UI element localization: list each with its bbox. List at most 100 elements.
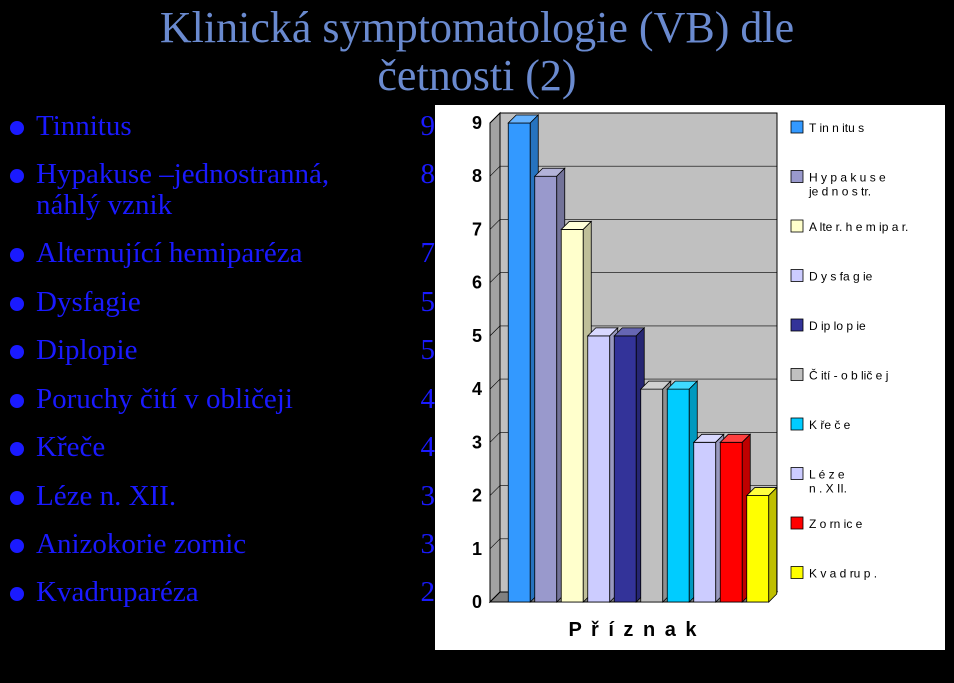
list-item: Diplopie5	[10, 335, 435, 365]
list-item-text: Anizokorie zornic3	[36, 529, 435, 559]
legend-swatch	[791, 369, 803, 381]
legend-label: K ře č e	[809, 418, 851, 432]
list-item-label: Kvadruparéza	[36, 577, 405, 607]
bar-front	[667, 389, 689, 602]
y-tick-label: 9	[472, 113, 482, 133]
list-item: Poruchy čití v obličeji4	[10, 384, 435, 414]
legend-swatch	[791, 517, 803, 529]
bar-front	[694, 442, 716, 602]
content-row: Tinnitus9Hypakuse –jednostranná, náhlý v…	[0, 105, 954, 626]
list-item-value: 3	[405, 481, 435, 511]
title-line-1: Klinická symptomatologie (VB) dle	[160, 3, 794, 52]
list-item-label: Tinnitus	[36, 111, 405, 141]
title-line-2: četnosti (2)	[377, 51, 576, 100]
y-tick-label: 8	[472, 166, 482, 186]
list-item: Křeče4	[10, 432, 435, 462]
legend-label: H y p a k u s eje d n o s tr.	[808, 171, 886, 199]
list-item-label: Hypakuse –jednostranná, náhlý vznik	[36, 159, 405, 220]
legend-label: T in n itu s	[809, 121, 864, 135]
list-item-label: Dysfagie	[36, 287, 405, 317]
list-item-label: Anizokorie zornic	[36, 529, 405, 559]
list-item-value: 8	[405, 159, 435, 220]
chart-column: 0123456789P ř í z n a kT in n itu sH y p…	[435, 105, 954, 626]
list-item-value: 4	[405, 432, 435, 462]
bullet-icon	[10, 121, 24, 135]
legend-swatch	[791, 220, 803, 232]
list-item-label: Diplopie	[36, 335, 405, 365]
y-tick-label: 1	[472, 539, 482, 559]
bar-front	[588, 336, 610, 602]
list-item-text: Diplopie5	[36, 335, 435, 365]
bar-front	[747, 496, 769, 602]
list-item-label: Léze n. XII.	[36, 481, 405, 511]
list-item-value: 7	[405, 238, 435, 268]
y-tick-label: 0	[472, 592, 482, 612]
y-tick-label: 3	[472, 432, 482, 452]
legend-swatch	[791, 468, 803, 480]
legend-label: Č ití - o b lič e j	[809, 368, 888, 383]
list-item-value: 5	[405, 335, 435, 365]
legend-swatch	[791, 270, 803, 282]
y-tick-label: 4	[472, 379, 482, 399]
legend-swatch	[791, 567, 803, 579]
list-item: Hypakuse –jednostranná, náhlý vznik8	[10, 159, 435, 220]
list-item: Tinnitus9	[10, 111, 435, 141]
bar-front	[561, 229, 583, 602]
x-axis-label: P ř í z n a k	[568, 619, 698, 641]
legend-swatch	[791, 418, 803, 430]
bullet-icon	[10, 248, 24, 262]
list-item-value: 3	[405, 529, 435, 559]
list-item-label: Poruchy čití v obličeji	[36, 384, 405, 414]
bullet-icon	[10, 587, 24, 601]
bar-chart: 0 1 2 3 4 5 6 7 8 9 P ř í z n a k T in n itu s H y p…	[435, 105, 945, 650]
list-item-text: Křeče4	[36, 432, 435, 462]
bullet-icon	[10, 169, 24, 183]
list-item-text: Léze n. XII.3	[36, 481, 435, 511]
y-tick-label: 6	[472, 273, 482, 293]
bullet-icon	[10, 491, 24, 505]
bullet-icon	[10, 297, 24, 311]
legend-swatch	[791, 319, 803, 331]
legend-label: A lte r. h e m ip a r.	[809, 220, 908, 234]
bullet-icon	[10, 394, 24, 408]
bullet-icon	[10, 442, 24, 456]
legend-label: D y s fa g ie	[809, 270, 873, 284]
list-item-text: Alternující hemiparéza7	[36, 238, 435, 268]
y-tick-label: 7	[472, 219, 482, 239]
list-item-value: 9	[405, 111, 435, 141]
bullet-icon	[10, 345, 24, 359]
bar-front	[535, 176, 557, 602]
legend-label: Z o rn ic e	[809, 517, 863, 531]
list-item: Dysfagie5	[10, 287, 435, 317]
bar-front	[614, 336, 636, 602]
legend-swatch	[791, 171, 803, 183]
list-item-value: 4	[405, 384, 435, 414]
y-tick-label: 5	[472, 326, 482, 346]
legend-label: K v a d ru p .	[809, 567, 877, 581]
symptom-list: Tinnitus9Hypakuse –jednostranná, náhlý v…	[0, 105, 435, 626]
list-item-text: Kvadruparéza2	[36, 577, 435, 607]
chart-side-wall	[490, 113, 500, 602]
list-item: Anizokorie zornic3	[10, 529, 435, 559]
bar-front	[641, 389, 663, 602]
bullet-icon	[10, 539, 24, 553]
bar-front	[508, 123, 530, 602]
list-item: Léze n. XII.3	[10, 481, 435, 511]
list-item-text: Hypakuse –jednostranná, náhlý vznik8	[36, 159, 435, 220]
list-item-label: Křeče	[36, 432, 405, 462]
list-item-value: 5	[405, 287, 435, 317]
legend-label: L é z en . X II.	[809, 468, 847, 496]
legend-label: D ip lo p ie	[809, 319, 866, 333]
list-item: Kvadruparéza2	[10, 577, 435, 607]
slide-title: Klinická symptomatologie (VB) dle četnos…	[0, 0, 954, 99]
legend-swatch	[791, 121, 803, 133]
list-item-label: Alternující hemiparéza	[36, 238, 405, 268]
bar-side	[769, 488, 777, 602]
bar-chart-svg: 0 1 2 3 4 5 6 7 8 9 P ř í z n a k T in n itu s H y p…	[435, 105, 945, 650]
list-item-text: Tinnitus9	[36, 111, 435, 141]
list-item-text: Dysfagie5	[36, 287, 435, 317]
y-tick-label: 2	[472, 486, 482, 506]
list-item-value: 2	[405, 577, 435, 607]
list-item: Alternující hemiparéza7	[10, 238, 435, 268]
list-item-text: Poruchy čití v obličeji4	[36, 384, 435, 414]
